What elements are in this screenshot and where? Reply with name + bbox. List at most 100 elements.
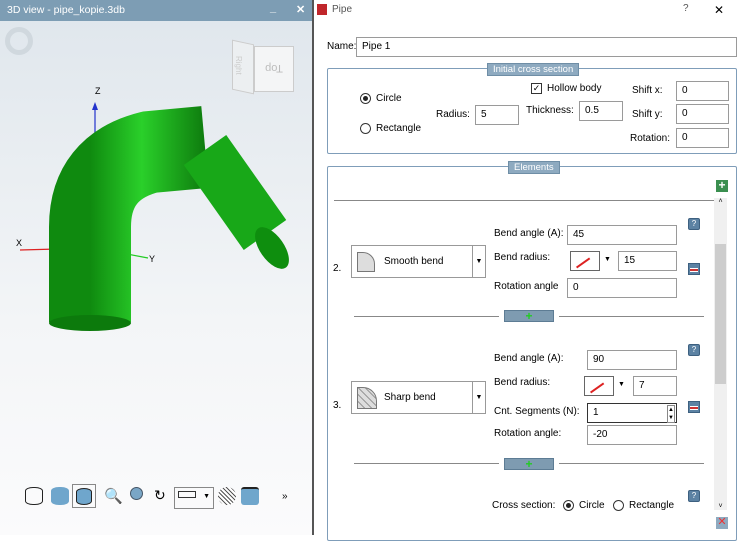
shaded-edges-icon xyxy=(76,488,92,505)
shaded-icon[interactable] xyxy=(51,487,69,505)
chevron-down-icon: ▼ xyxy=(472,246,485,277)
help-button[interactable]: ? xyxy=(683,3,689,14)
add-element-button[interactable]: + xyxy=(716,179,728,192)
app-icon xyxy=(317,4,327,15)
pipe-end xyxy=(255,227,289,269)
bend-radius-type-icon[interactable] xyxy=(570,251,600,271)
remove-element-button[interactable] xyxy=(688,401,700,413)
circle-radio[interactable] xyxy=(360,93,371,104)
shift-x-input[interactable]: 0 xyxy=(676,81,729,101)
cs-rectangle-label: Rectangle xyxy=(629,500,675,511)
mesh-icon[interactable] xyxy=(218,487,236,505)
chevron-down-icon: ▼ xyxy=(472,382,485,413)
remove-element-button[interactable] xyxy=(688,263,700,275)
divider xyxy=(334,200,716,201)
rectangle-label: Rectangle xyxy=(376,123,422,134)
thickness-label: Thickness: xyxy=(526,105,574,116)
rotation-angle-input[interactable]: 0 xyxy=(567,278,677,298)
divider xyxy=(354,463,499,464)
group-title: Elements xyxy=(508,161,560,174)
help-icon[interactable]: ? xyxy=(688,218,700,230)
thickness-input[interactable]: 0.5 xyxy=(579,101,623,121)
rotation-label: Rotation: xyxy=(630,133,671,144)
z-axis-arrow xyxy=(92,102,98,110)
chevron-down-icon[interactable]: ▼ xyxy=(618,381,625,388)
pipe-model-segment[interactable] xyxy=(183,135,287,250)
cross-section-label: Cross section: xyxy=(492,500,556,511)
wireframe-icon[interactable] xyxy=(25,487,43,505)
shaded-edges-button[interactable] xyxy=(72,484,96,508)
cs-rectangle-radio[interactable] xyxy=(613,500,624,511)
navigation-wheel-icon[interactable] xyxy=(5,27,33,55)
element-type-dropdown[interactable]: Smooth bend ▼ xyxy=(351,245,486,278)
help-icon[interactable]: ? xyxy=(688,344,700,356)
y-axis-label: Y xyxy=(149,254,155,264)
bend-angle-label: Bend angle (A): xyxy=(494,353,564,364)
3d-view-title: 3D view - pipe_kopie.3db xyxy=(7,4,125,16)
scrollbar[interactable]: ˄ ˅ xyxy=(714,198,727,510)
scroll-up-icon[interactable]: ˄ xyxy=(718,198,723,205)
hollow-body-label: Hollow body xyxy=(547,83,602,94)
smooth-bend-icon xyxy=(357,252,375,272)
minimize-button[interactable]: _ xyxy=(270,2,277,14)
radius-input[interactable]: 5 xyxy=(475,105,519,125)
shift-x-label: Shift x: xyxy=(632,85,663,96)
zoom-window-icon[interactable] xyxy=(130,487,143,500)
rectangle-radio[interactable] xyxy=(360,123,371,134)
rotation-angle-label: Rotation angle: xyxy=(494,428,562,439)
measure-icon xyxy=(178,491,196,498)
circle-label: Circle xyxy=(376,93,402,104)
scrollbar-thumb[interactable] xyxy=(715,244,726,384)
bend-radius-input[interactable]: 7 xyxy=(633,376,677,396)
sharp-bend-icon xyxy=(357,387,377,409)
bend-radius-input[interactable]: 15 xyxy=(618,251,677,271)
3d-view-titlebar: 3D view - pipe_kopie.3db _ ✕ xyxy=(0,0,312,21)
rotate-icon[interactable]: ↻ xyxy=(154,487,166,503)
shift-y-input[interactable]: 0 xyxy=(676,104,729,124)
hollow-body-checkbox[interactable]: ✓ xyxy=(531,83,542,94)
insert-element-button[interactable]: + xyxy=(504,310,554,322)
3d-view-panel: 3D view - pipe_kopie.3db _ ✕ Top Right Z… xyxy=(0,0,314,535)
x-axis-label: X xyxy=(16,238,22,248)
close-button[interactable]: ✕ xyxy=(296,4,306,16)
zoom-fit-icon[interactable]: 🔍 xyxy=(104,488,123,505)
stepper-arrows[interactable]: ▲ ▼ xyxy=(667,405,675,423)
dimension-icon[interactable] xyxy=(241,487,259,505)
help-icon[interactable]: ? xyxy=(688,490,700,502)
pipe-model[interactable] xyxy=(49,106,209,322)
view-cube[interactable]: Top Right xyxy=(232,39,297,95)
rotation-angle-input[interactable]: -20 xyxy=(587,425,677,445)
measure-dropdown[interactable]: ▼ xyxy=(174,487,214,509)
segments-value: 1 xyxy=(593,407,599,418)
cs-circle-radio[interactable] xyxy=(563,500,574,511)
3d-viewport[interactable]: Z X Y xyxy=(0,80,312,360)
divider xyxy=(354,316,499,317)
chevron-down-icon[interactable]: ▼ xyxy=(604,256,611,263)
divider xyxy=(559,316,704,317)
delete-icon[interactable]: ✕ xyxy=(716,516,728,529)
bend-angle-input[interactable]: 90 xyxy=(587,350,677,370)
scroll-down-icon[interactable]: ˅ xyxy=(718,503,723,510)
element-index: 2. xyxy=(333,263,342,274)
name-input[interactable]: Pipe 1 xyxy=(356,37,737,57)
shift-y-label: Shift y: xyxy=(632,109,663,120)
chevron-down-icon: ▼ xyxy=(203,493,210,500)
view-cube-right[interactable]: Right xyxy=(234,56,243,75)
pipe-end xyxy=(49,315,131,331)
element-type-dropdown[interactable]: Sharp bend ▼ xyxy=(351,381,486,414)
toolbar-more-button[interactable]: » xyxy=(282,491,288,502)
bend-angle-label: Bend angle (A): xyxy=(494,228,564,239)
dialog-title: Pipe xyxy=(332,4,353,15)
segments-label: Cnt. Segments (N): xyxy=(494,406,580,417)
bend-radius-label: Bend radius: xyxy=(494,252,551,263)
initial-cross-section-group: Initial cross section Circle Rectangle R… xyxy=(327,63,737,154)
dialog-close-button[interactable]: ✕ xyxy=(714,3,725,17)
element-index: 3. xyxy=(333,400,342,411)
bend-radius-label: Bend radius: xyxy=(494,377,551,388)
insert-element-button[interactable]: + xyxy=(504,458,554,470)
cs-circle-label: Circle xyxy=(579,500,605,511)
segments-stepper[interactable]: 1 ▲ ▼ xyxy=(587,403,677,423)
bend-angle-input[interactable]: 45 xyxy=(567,225,677,245)
rotation-input[interactable]: 0 xyxy=(676,128,729,148)
bend-radius-type-icon[interactable] xyxy=(584,376,614,396)
